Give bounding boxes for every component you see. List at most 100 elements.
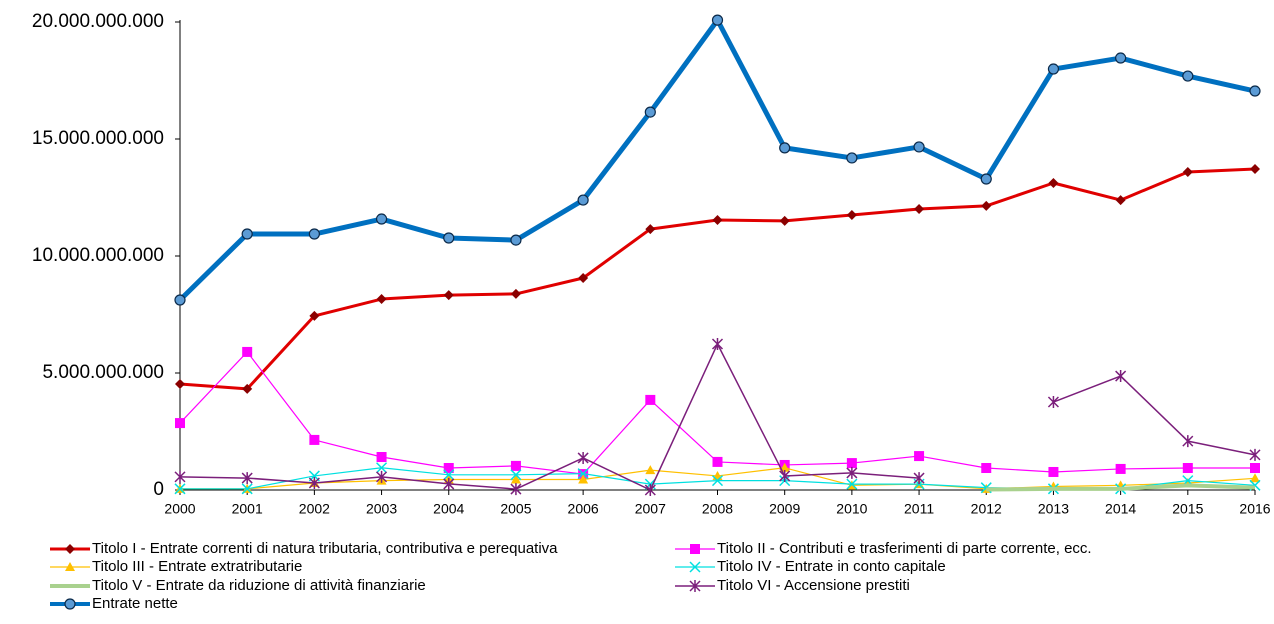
x-tick-label: 2014 (1105, 501, 1136, 517)
data-point (645, 465, 656, 475)
data-point (1115, 463, 1126, 474)
data-point (779, 142, 791, 154)
data-point (443, 469, 455, 481)
data-point (510, 460, 521, 471)
series (175, 346, 1260, 480)
data-point (779, 469, 791, 482)
data-point (645, 394, 656, 405)
data-point (846, 478, 858, 490)
data-point (577, 468, 589, 480)
data-point (308, 476, 320, 489)
y-tick-label: 0 (153, 479, 164, 500)
data-point (846, 466, 858, 479)
data-point (242, 383, 253, 394)
data-point (510, 469, 522, 481)
legend-item: Titolo IV - Entrate in conto capitale (675, 558, 946, 575)
legend-item: Titolo III - Entrate extratributarie (50, 558, 302, 575)
x-tick-label: 2010 (836, 501, 867, 517)
series-line (986, 483, 1256, 492)
data-point (174, 470, 186, 483)
y-tick-label: 10.000.000.000 (32, 245, 164, 266)
data-point (913, 141, 925, 153)
x-tick-label: 2015 (1172, 501, 1203, 517)
data-point (376, 462, 388, 474)
x-tick-label: 2000 (164, 501, 195, 517)
data-point (578, 474, 589, 484)
data-point (712, 456, 723, 467)
legend-label: Titolo V - Entrate da riduzione di attiv… (92, 577, 426, 594)
x-tick-label: 2016 (1239, 501, 1270, 517)
data-point (510, 483, 522, 496)
legend-label: Titolo IV - Entrate in conto capitale (717, 558, 946, 575)
data-point (242, 346, 253, 357)
data-point (241, 228, 253, 240)
data-point (1115, 52, 1127, 64)
legend-label: Titolo I - Entrate correnti di natura tr… (92, 540, 558, 557)
series (175, 163, 1260, 394)
x-tick-label: 2005 (500, 501, 531, 517)
y-tick-label: 15.000.000.000 (32, 128, 164, 149)
data-point (644, 484, 656, 496)
data-point (443, 232, 455, 244)
series-line (179, 351, 1255, 475)
data-point (644, 106, 656, 118)
legend-marker (65, 544, 75, 554)
data-point (981, 200, 992, 211)
legend-marker (689, 580, 701, 592)
data-point (577, 194, 589, 206)
legend-item: Titolo VI - Accensione prestiti (675, 577, 910, 594)
data-point (510, 234, 522, 246)
data-point (711, 337, 724, 350)
legend-marker (64, 598, 76, 610)
data-point (376, 470, 388, 483)
data-point (443, 463, 454, 474)
data-point (712, 214, 723, 225)
legend-marker (65, 562, 75, 571)
legend-marker (689, 561, 701, 573)
data-point (914, 203, 925, 214)
data-point (645, 224, 656, 235)
data-point (980, 173, 992, 185)
data-point (578, 272, 589, 283)
data-point (175, 418, 185, 429)
data-point (1250, 163, 1260, 174)
data-point (309, 310, 320, 321)
data-point (1250, 463, 1260, 474)
data-point (914, 451, 925, 462)
legend-label: Titolo VI - Accensione prestiti (717, 577, 910, 594)
legend-marker (690, 544, 700, 554)
data-point (846, 210, 857, 221)
legend-label: Entrate nette (92, 595, 178, 612)
data-point (1249, 448, 1261, 461)
data-point (375, 213, 388, 225)
x-tick-label: 2008 (702, 501, 733, 517)
data-point (1048, 177, 1059, 188)
series (986, 483, 1256, 492)
data-point (1115, 195, 1126, 206)
data-point (1047, 396, 1059, 409)
series-line (178, 17, 1256, 302)
legend-label: Titolo III - Entrate extratributarie (92, 558, 302, 575)
data-point (846, 152, 858, 164)
data-point (1250, 473, 1260, 483)
y-tick-label: 5.000.000.000 (42, 362, 164, 383)
data-point (846, 458, 857, 469)
y-tick-label: 20.000.000.000 (32, 11, 164, 32)
data-point (175, 378, 185, 389)
data-point (510, 474, 521, 484)
data-point (711, 475, 724, 487)
x-tick-label: 2004 (433, 501, 464, 517)
data-point (1115, 370, 1127, 383)
data-point (1182, 463, 1193, 474)
series (174, 14, 1261, 306)
legend-label: Titolo II - Contributi e trasferimenti d… (717, 540, 1092, 557)
data-point (711, 14, 724, 26)
series-line (179, 343, 1256, 491)
data-point (1182, 435, 1194, 448)
data-point (1048, 466, 1059, 477)
x-tick-label: 2007 (635, 501, 666, 517)
data-point (241, 483, 253, 495)
x-tick-label: 2012 (971, 501, 1002, 517)
